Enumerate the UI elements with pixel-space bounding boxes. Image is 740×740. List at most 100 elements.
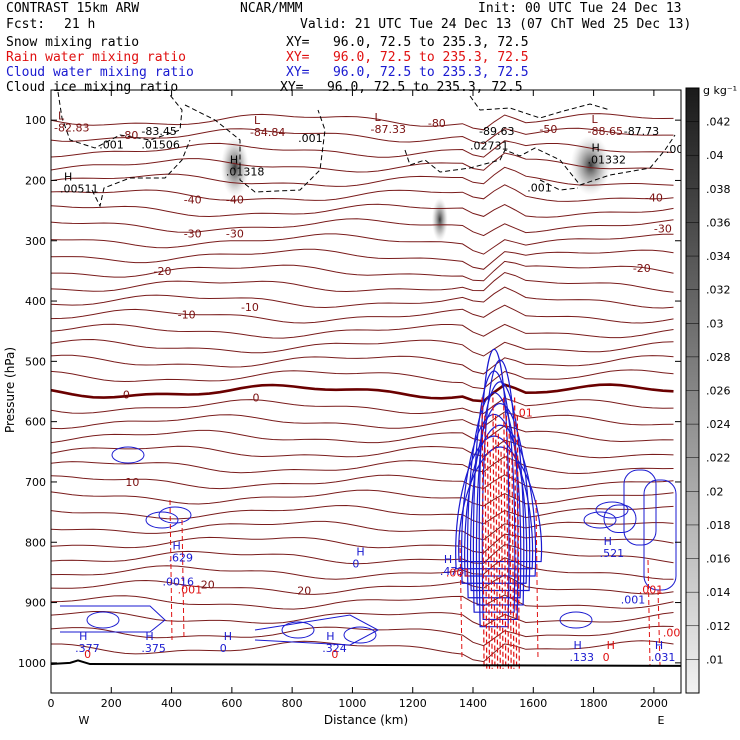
y-axis-label: Pressure (hPa)	[3, 347, 17, 433]
isotherm-line	[51, 557, 674, 580]
field-xy-rain: XY= 96.0, 72.5 to 235.3, 72.5	[286, 50, 529, 65]
extremum-mark: H	[604, 535, 612, 548]
field-xy-cloud-water: XY= 96.0, 72.5 to 235.3, 72.5	[286, 65, 529, 80]
y-tick-label: 700	[25, 476, 46, 489]
cloud-water-contour	[343, 626, 377, 644]
isotherm-line	[51, 271, 674, 293]
extremum-value: .01	[515, 407, 533, 420]
isotherm-line	[51, 533, 674, 554]
cloud-water-contour	[461, 413, 528, 584]
extremum-mark: L	[375, 111, 382, 124]
colorbar-tick-label: .014	[706, 586, 731, 599]
extremum-value: .001	[663, 627, 688, 640]
extremum-label: .01506	[141, 138, 180, 151]
rain-contour	[481, 397, 485, 669]
field-xy-snow: XY= 96.0, 72.5 to 235.3, 72.5	[286, 35, 529, 50]
extremum-label: -87.73	[624, 125, 659, 138]
extremum-value: 0	[331, 648, 338, 661]
cloud-water-contour	[583, 511, 617, 529]
x-end-label-east: E	[658, 714, 665, 727]
isotherm-line	[51, 203, 674, 218]
rain-contour	[503, 397, 507, 669]
extremum-label: H.629	[169, 539, 194, 564]
extremum-value: -84.84	[250, 126, 285, 139]
rain-contour	[647, 559, 651, 666]
isotherm-line	[51, 338, 674, 357]
rain-contour	[500, 451, 504, 669]
extremum-mark: H	[607, 639, 615, 652]
extremum-label: H.133	[569, 639, 594, 664]
x-tick-label: 1600	[519, 697, 547, 710]
field-name-cloud-water: Cloud water mixing ratio	[6, 65, 194, 80]
field-name-snow: Snow mixing ratio	[6, 35, 140, 50]
extremum-value: .00511	[60, 182, 99, 195]
y-tick-label: 900	[25, 597, 46, 610]
extremum-value: .001	[527, 182, 552, 195]
extremum-value: .01332	[588, 153, 627, 166]
isotherm-line	[51, 640, 674, 663]
cloud-water-contour	[458, 446, 543, 563]
extremum-value: 0	[603, 651, 610, 664]
extremum-label: .001	[663, 627, 688, 640]
colorbar-tick-label: .026	[706, 385, 731, 398]
extremum-value: -88.65	[588, 125, 623, 138]
colorbar-tick-label: .038	[706, 183, 731, 196]
extremum-mark: H	[573, 639, 581, 652]
model-title: CONTRAST 15km ARW	[6, 1, 140, 16]
isotherm-line	[51, 166, 674, 187]
rain-contour	[508, 433, 512, 669]
snow-contour	[469, 95, 611, 119]
extremum-label: H0	[220, 630, 232, 655]
fcst-value: 21 h	[64, 17, 96, 32]
colorbar-tick-label: .042	[706, 116, 731, 129]
snow-contour	[539, 179, 579, 191]
x-end-label-west: W	[79, 714, 90, 727]
isotherm-label: -30	[184, 228, 202, 241]
x-tick-label: 1400	[459, 697, 487, 710]
extremum-value: -87.33	[371, 123, 406, 136]
isotherm-line	[51, 594, 674, 610]
cloud-water-contour	[145, 511, 179, 529]
extremum-value: .02731	[470, 139, 509, 152]
colorbar-tick-label: .02	[706, 485, 724, 498]
isotherm-label: 0	[252, 392, 259, 405]
isotherm-line	[51, 233, 674, 255]
x-tick-label: 600	[221, 697, 242, 710]
y-tick-label: 800	[25, 536, 46, 549]
extremum-label: .0016	[163, 575, 195, 588]
extremum-label: H.01332	[588, 141, 627, 166]
extremum-mark: H	[145, 630, 153, 643]
extremum-mark: H	[356, 545, 364, 558]
isotherm-line	[51, 611, 674, 627]
extremum-label: 0	[84, 648, 91, 661]
cloud-water-contour	[475, 381, 525, 606]
isotherm-line	[51, 369, 674, 390]
rain-contour	[495, 415, 499, 669]
colorbar-tick-label: .012	[706, 620, 731, 633]
isotherm-line	[51, 456, 674, 475]
fcst-label: Fcst:	[6, 17, 46, 32]
extremum-value: .01318	[226, 165, 264, 178]
isotherm-line	[51, 474, 674, 490]
colorbar-tick-label: .03	[706, 317, 724, 330]
extremum-value: .031	[651, 651, 676, 664]
init-time: Init: 00 UTC Tue 24 Dec 13	[478, 1, 682, 16]
isotherm-line	[51, 323, 674, 339]
colorbar-tick-label: .018	[706, 519, 731, 532]
extremum-mark: H	[444, 553, 452, 566]
isotherm-label: 10	[125, 476, 139, 489]
colorbar-tick-label: .034	[706, 250, 731, 263]
extremum-label: L-87.33	[371, 111, 406, 136]
isotherm-line	[51, 184, 674, 202]
valid-time: Valid: 21 UTC Tue 24 Dec 13 (07 ChT Wed …	[300, 17, 692, 32]
extremum-value: .001	[298, 132, 323, 145]
extremum-label: .001	[178, 583, 203, 596]
extremum-value: .629	[169, 551, 194, 564]
extremum-label: L-84.84	[250, 114, 285, 139]
cloud-water-contour	[623, 469, 657, 546]
isotherm-line	[51, 248, 674, 270]
rain-contour	[169, 499, 173, 641]
isotherm-label: -20	[154, 265, 172, 278]
extremum-value: -89.63	[479, 125, 514, 138]
cloud-water-contour	[603, 504, 637, 533]
